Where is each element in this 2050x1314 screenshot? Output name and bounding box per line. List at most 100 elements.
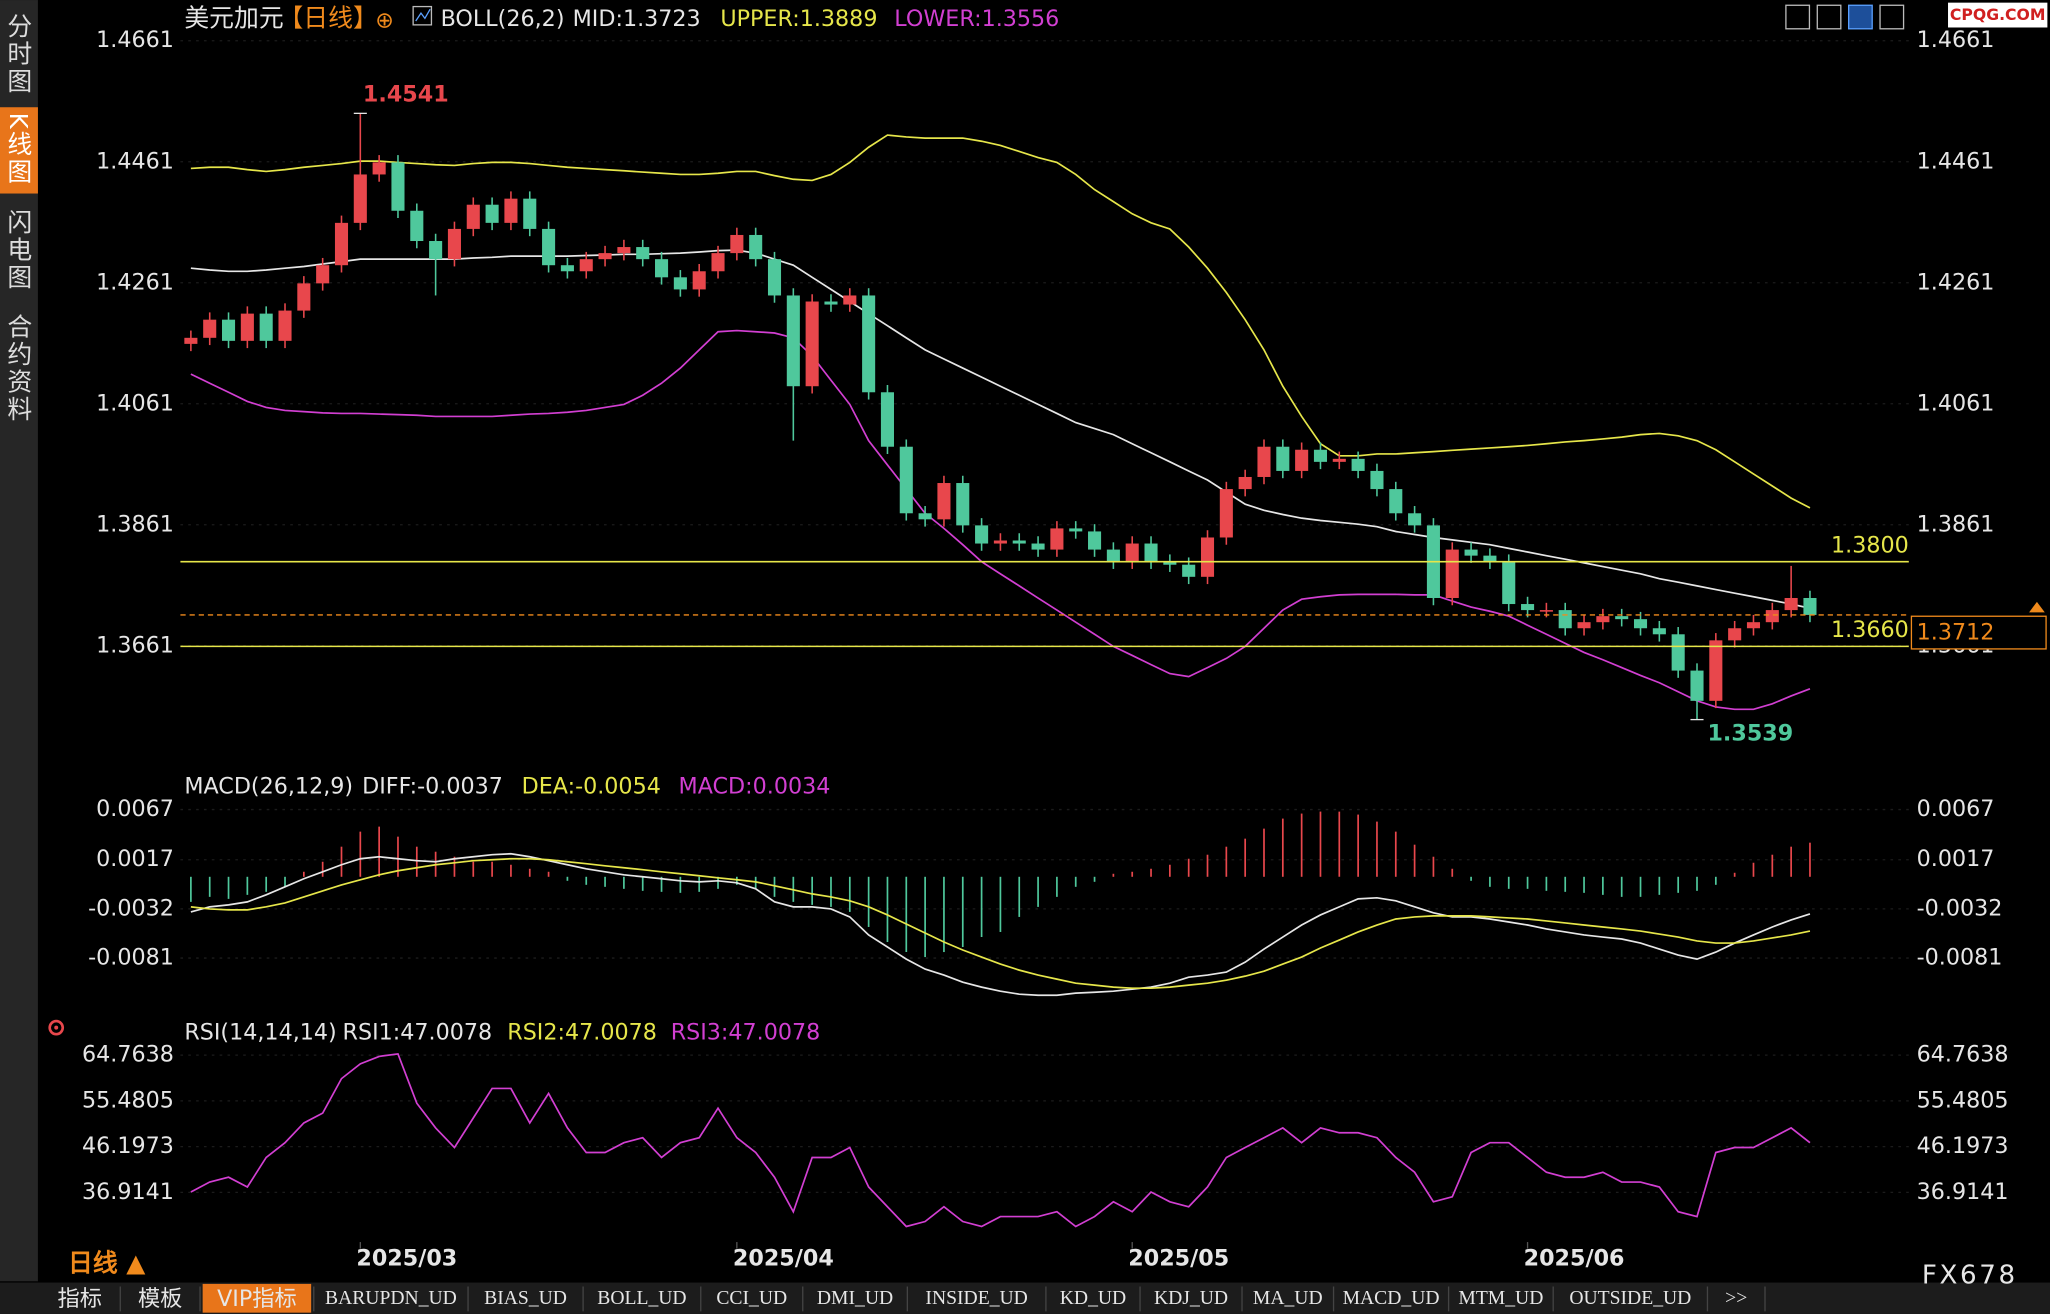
y-tick-label: 1.3661: [96, 632, 174, 658]
candle-body: [918, 513, 932, 520]
sidebar: [0, 0, 38, 1282]
candle-body: [1238, 476, 1252, 490]
candle-body: [1671, 634, 1685, 671]
legend-macd: MACD:0.0034: [679, 774, 831, 800]
candle-body: [1709, 640, 1723, 701]
y-tick-label: 0.0067: [96, 796, 174, 822]
y-tick-label: 55.4805: [82, 1087, 174, 1113]
candle-body: [1746, 622, 1761, 629]
candle-body: [203, 319, 217, 338]
y-tick-label-right: 55.4805: [1917, 1087, 2009, 1113]
macd-title: MACD(26,12,9): [184, 774, 353, 800]
sidebar-tab[interactable]: 合约资料: [4, 314, 33, 424]
toolbar-item[interactable]: BARUPDN_UD: [325, 1288, 457, 1309]
candle-body: [485, 204, 499, 223]
toolbar-item[interactable]: 指标: [58, 1286, 102, 1312]
view-icons: [1785, 4, 1905, 30]
toolbar-item[interactable]: 模板: [138, 1286, 182, 1312]
candle-body: [1445, 549, 1459, 598]
candle-body: [1106, 549, 1120, 562]
toolbar-item[interactable]: VIP指标: [217, 1286, 297, 1312]
candle-body: [937, 483, 951, 520]
candle-body: [1069, 528, 1083, 532]
icon-draw[interactable]: [1848, 4, 1873, 30]
period: 【日线】: [278, 4, 377, 33]
y-tick-label: -0.0032: [88, 895, 174, 921]
candle-body: [1765, 610, 1779, 623]
last-price-marker: [2029, 601, 2045, 613]
indicator-icon[interactable]: [412, 5, 433, 26]
candle-body: [749, 234, 763, 260]
add-button[interactable]: ⊕: [375, 7, 394, 33]
toolbar: [0, 1282, 2050, 1314]
toolbar-item[interactable]: DMI_UD: [817, 1288, 893, 1309]
toolbar-item[interactable]: MACD_UD: [1343, 1288, 1440, 1309]
toolbar-item[interactable]: KD_UD: [1060, 1288, 1126, 1309]
candle-body: [1803, 597, 1817, 615]
sidebar-tab[interactable]: 分时图: [4, 13, 33, 96]
candle-body: [692, 271, 706, 290]
candle-body: [956, 483, 970, 526]
settings-icon[interactable]: [48, 1019, 65, 1036]
candle-body: [240, 313, 254, 341]
toolbar-item[interactable]: OUTSIDE_UD: [1569, 1288, 1691, 1309]
candle-body: [1276, 446, 1290, 471]
candle-body: [1728, 628, 1742, 641]
candle-body: [579, 259, 593, 272]
toolbar-item[interactable]: INSIDE_UD: [925, 1288, 1027, 1309]
icon-kline[interactable]: [1816, 4, 1842, 30]
toolbar-item[interactable]: BOLL_UD: [597, 1288, 686, 1309]
candle-body: [636, 247, 650, 260]
candle-body: [278, 310, 292, 341]
toolbar-item[interactable]: KDJ_UD: [1154, 1288, 1228, 1309]
candle-body: [862, 295, 876, 393]
candle-body: [1182, 564, 1196, 577]
legend-lower: LOWER:1.3556: [894, 6, 1059, 32]
price-line-label: 1.3660: [1831, 617, 1909, 643]
candle-body: [805, 301, 819, 387]
sidebar-tab[interactable]: 闪电图: [4, 209, 33, 292]
candle-body: [410, 210, 424, 242]
period-switch[interactable]: 日线 ▲: [68, 1248, 146, 1277]
toolbar-item[interactable]: MA_UD: [1253, 1288, 1323, 1309]
watermark: CPQG.COM: [1950, 5, 2046, 24]
y-tick-label-right: 1.4061: [1917, 390, 1995, 416]
tab-active-bg: [0, 107, 38, 194]
y-tick-label: 36.9141: [82, 1179, 174, 1205]
candle-body: [1690, 670, 1704, 701]
candle-body: [1558, 610, 1572, 629]
legend-rsi1: RSI1:47.0078: [343, 1019, 493, 1045]
legend-diff: DIFF:-0.0037: [362, 774, 503, 800]
toolbar-item[interactable]: MTM_UD: [1458, 1288, 1543, 1309]
candle-body: [993, 540, 1007, 544]
icon-crosshair[interactable]: [1785, 4, 1811, 30]
candle-body: [1144, 543, 1158, 562]
sidebar-tab[interactable]: K线图: [4, 112, 33, 186]
toolbar-item[interactable]: CCI_UD: [716, 1288, 787, 1309]
candle-body: [880, 392, 894, 447]
high-label: 1.4541: [363, 82, 449, 108]
candle-body: [447, 228, 461, 260]
candle-body: [542, 228, 556, 266]
y-tick-label-right: 1.4461: [1917, 148, 1995, 174]
candle-body: [466, 204, 480, 229]
candle-body: [221, 319, 236, 341]
candle-body: [1389, 489, 1403, 514]
y-tick-label-right: 36.9141: [1917, 1179, 2009, 1205]
candle-body: [617, 247, 631, 254]
candle-body: [259, 313, 273, 341]
legend-dea: DEA:-0.0054: [522, 774, 661, 800]
candle-body: [334, 222, 349, 266]
low-label: 1.3539: [1707, 720, 1793, 746]
candle-body: [504, 198, 518, 223]
candle-body: [1332, 458, 1346, 462]
icon-forward[interactable]: [1879, 4, 1905, 30]
toolbar-item[interactable]: BIAS_UD: [484, 1288, 567, 1309]
candle-body: [1502, 561, 1516, 605]
candle-body: [824, 301, 838, 305]
legend-rsi2: RSI2:47.0078: [507, 1019, 657, 1045]
candle-body: [1539, 610, 1553, 612]
toolbar-item[interactable]: >>: [1725, 1288, 1747, 1309]
